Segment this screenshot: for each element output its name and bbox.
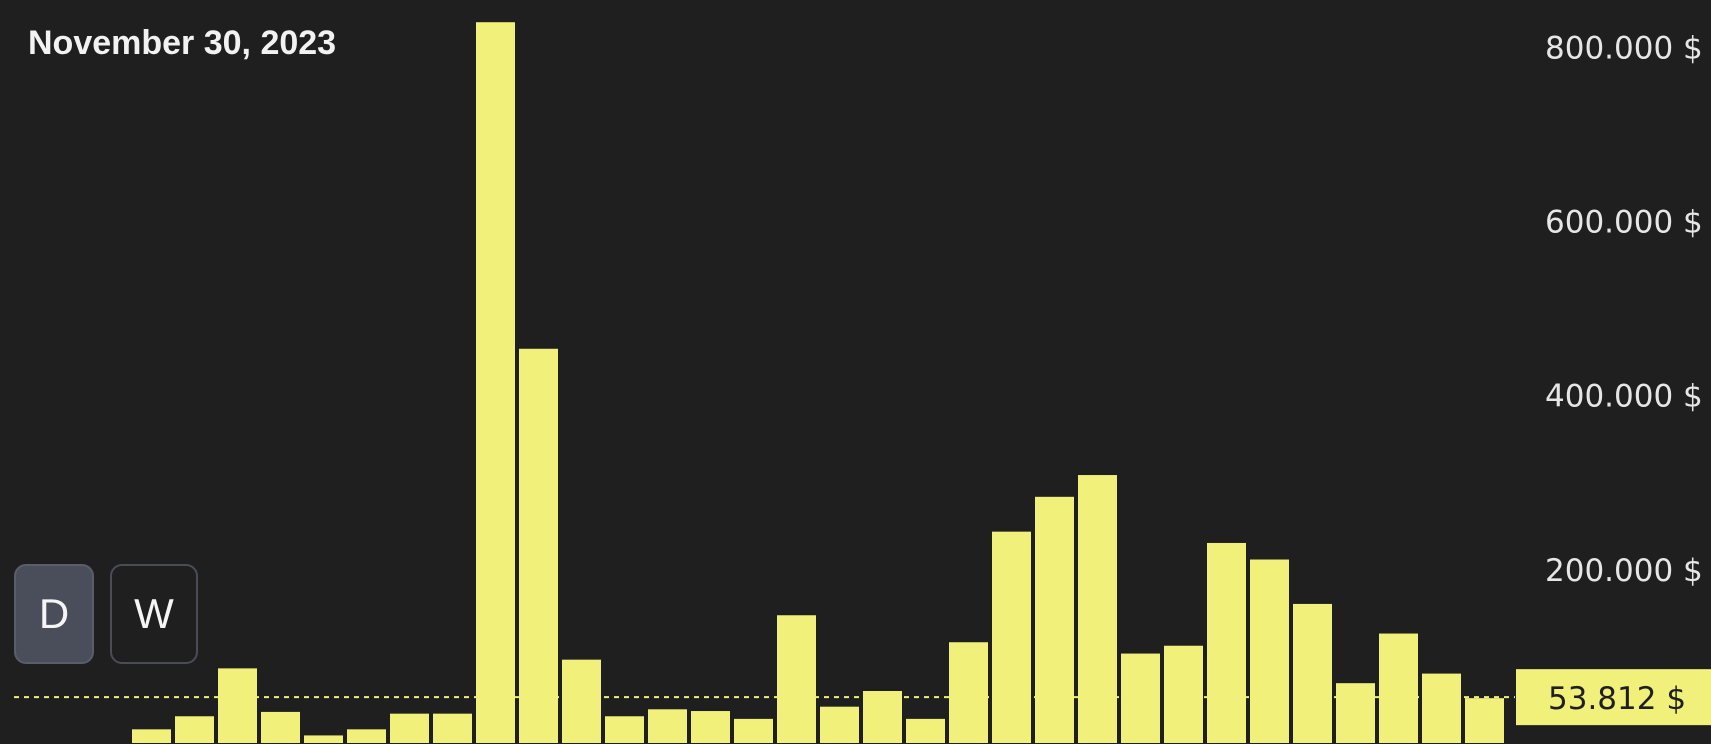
timeframe-weekly-button[interactable]: W (110, 564, 198, 664)
bar (1291, 601, 1334, 744)
bar (560, 657, 603, 744)
bar (431, 711, 474, 744)
bar (388, 711, 431, 744)
bar (818, 704, 861, 744)
bar (1248, 557, 1291, 744)
bar (1205, 540, 1248, 744)
bar (775, 613, 818, 744)
date-label: November 30, 2023 (28, 24, 337, 62)
bar (1420, 671, 1463, 744)
timeframe-daily-button[interactable]: D (14, 564, 94, 664)
bar (947, 640, 990, 744)
bar (861, 689, 904, 744)
y-tick-label: 800.000 $ (1545, 30, 1703, 66)
current-value-marker (1516, 669, 1711, 726)
bar (904, 716, 947, 744)
bar (259, 709, 302, 744)
bar (1033, 494, 1076, 744)
bar (517, 346, 560, 744)
bar (1119, 651, 1162, 744)
bar (646, 707, 689, 744)
y-tick-label: 600.000 $ (1545, 205, 1703, 241)
bar (689, 709, 732, 744)
bar (173, 714, 216, 744)
y-tick-label: 200.000 $ (1545, 553, 1703, 589)
y-tick-label: 400.000 $ (1545, 379, 1703, 415)
bar (1377, 631, 1420, 744)
bar (990, 529, 1033, 744)
bar (216, 666, 259, 744)
bar (1334, 681, 1377, 744)
bar (603, 714, 646, 744)
bar (732, 716, 775, 744)
bar (1162, 643, 1205, 744)
bar (1463, 696, 1506, 744)
bar (474, 20, 517, 744)
bar (345, 727, 388, 744)
bar (302, 733, 345, 744)
current-value-label: 53.812 $ (1548, 681, 1686, 717)
bar (130, 727, 173, 744)
bar (1076, 473, 1119, 744)
